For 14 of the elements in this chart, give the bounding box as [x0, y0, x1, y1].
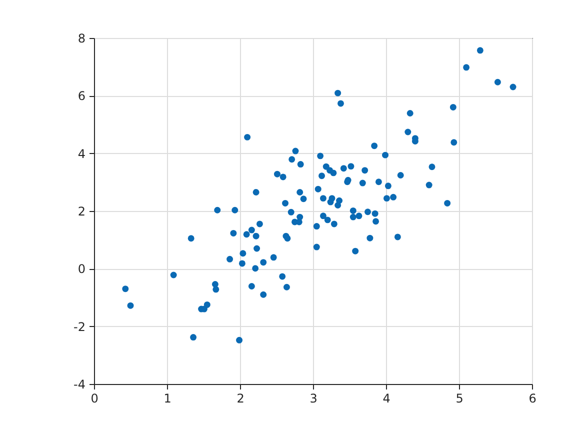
x-tick-label: 6	[528, 392, 536, 406]
y-tick-label: 2	[78, 204, 86, 218]
y-tick-label: -4	[74, 378, 86, 392]
x-tick-label: 2	[236, 392, 244, 406]
x-tick-label: 5	[456, 392, 464, 406]
y-tick-label: 8	[78, 32, 86, 46]
x-tick-label: 4	[382, 392, 390, 406]
y-tick-label: 4	[78, 146, 86, 161]
x-tick-label: 3	[310, 392, 318, 406]
x-tick-label: 0	[90, 392, 98, 406]
x-tick-label: 1	[164, 392, 172, 406]
y-tick-label: -2	[74, 320, 86, 334]
y-tick-label: 0	[78, 262, 86, 276]
y-tick-label: 6	[78, 89, 86, 104]
